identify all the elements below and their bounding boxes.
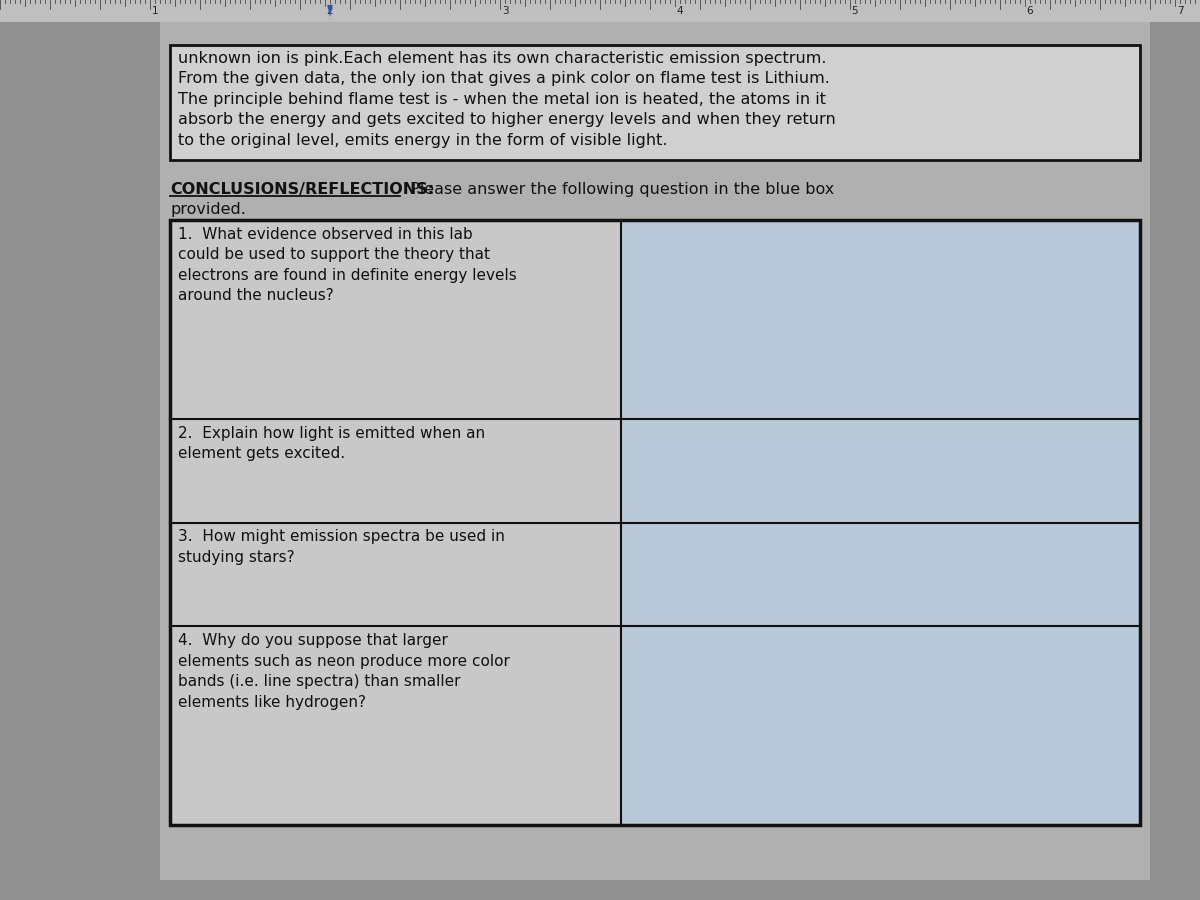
Bar	[160, 22, 1150, 880]
Bar	[170, 45, 1140, 160]
Text: 3: 3	[502, 5, 509, 15]
Text: 4: 4	[677, 5, 683, 15]
Text: 2: 2	[326, 5, 334, 15]
Text: unknown ion is pink.Each element has its own characteristic emission spectrum.
F: unknown ion is pink.Each element has its…	[178, 51, 835, 148]
Text: 3.  How might emission spectra be used in
studying stars?: 3. How might emission spectra be used in…	[178, 529, 505, 565]
Text: 7: 7	[1177, 5, 1183, 15]
Text: 1: 1	[151, 5, 158, 15]
Bar	[0, 0, 1200, 22]
Bar	[622, 220, 1140, 825]
Text: CONCLUSIONS/REFLECTIONS:: CONCLUSIONS/REFLECTIONS:	[170, 182, 434, 197]
Text: 5: 5	[852, 5, 858, 15]
Text: Please answer the following question in the blue box: Please answer the following question in …	[406, 182, 834, 197]
Text: 6: 6	[1027, 5, 1033, 15]
Text: provided.: provided.	[170, 202, 246, 217]
Bar	[170, 220, 1140, 825]
Bar	[170, 220, 1140, 825]
Text: 4.  Why do you suppose that larger
elements such as neon produce more color
band: 4. Why do you suppose that larger elemen…	[178, 634, 510, 710]
Text: 1.  What evidence observed in this lab
could be used to support the theory that
: 1. What evidence observed in this lab co…	[178, 227, 517, 303]
Text: 2.  Explain how light is emitted when an
element gets excited.: 2. Explain how light is emitted when an …	[178, 426, 485, 461]
